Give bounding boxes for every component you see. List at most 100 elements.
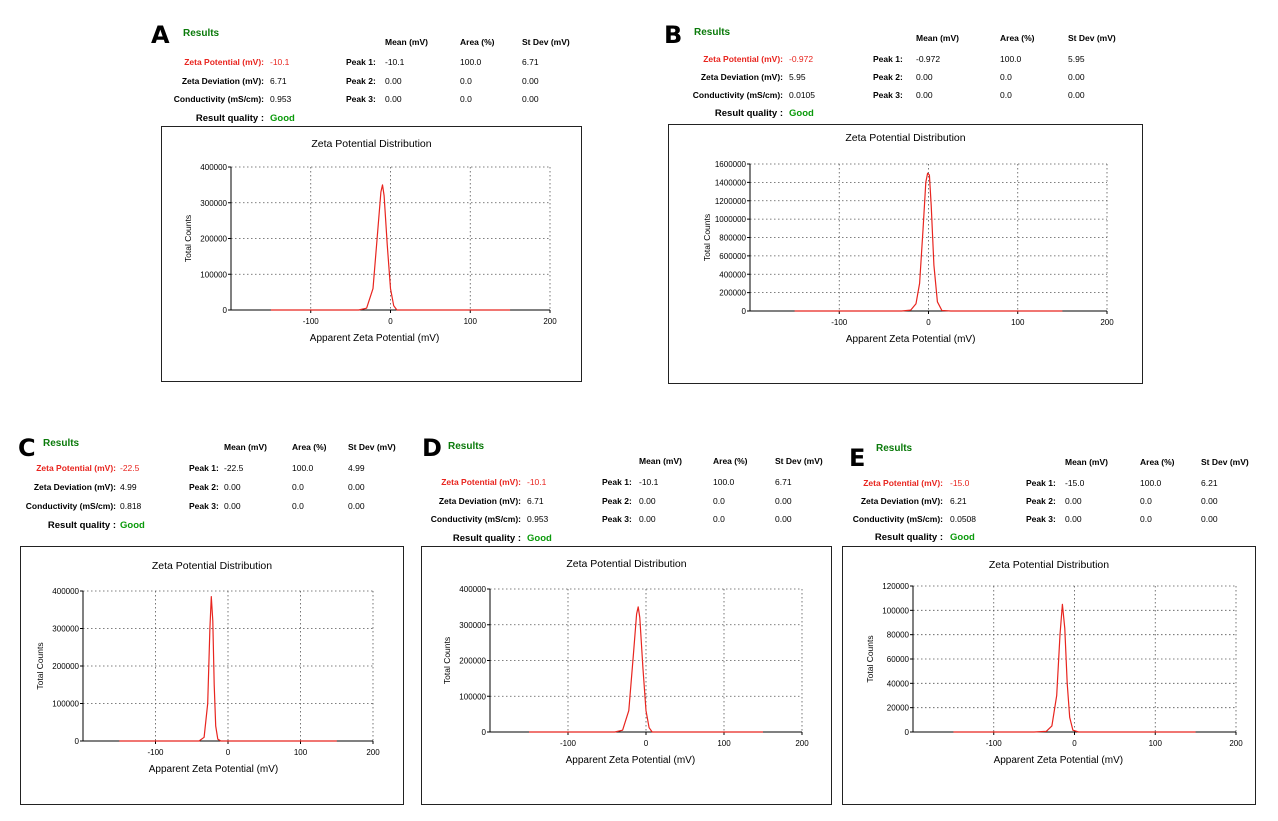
summary-row: Zeta Deviation (mV): <box>0 72 783 84</box>
peak-label: Peak 3: <box>346 94 376 104</box>
peak-header: Mean (mV) <box>916 33 959 43</box>
summary-label: Result quality : <box>874 532 943 543</box>
summary-value: -0.972 <box>789 54 814 64</box>
peak-label: Peak 1: <box>346 57 376 67</box>
summary-row: Conductivity (mS/cm): <box>0 514 521 526</box>
y-tick-label: 100000 <box>52 700 79 709</box>
summary-label: Zeta Deviation (mV): <box>181 75 264 86</box>
y-tick-label: 400000 <box>200 163 227 172</box>
peak-label: Peak 1: <box>602 477 632 487</box>
summary-row: Result quality : <box>0 108 783 120</box>
x-tick-label: 0 <box>926 318 931 327</box>
zeta-chart: Zeta Potential Distribution -100 0 100 200 0 2… <box>668 124 1143 384</box>
y-tick-label: 800000 <box>719 234 746 243</box>
peak-stdev: 6.71 <box>775 477 792 487</box>
chart-svg: Zeta Potential Distribution -100 0 100 200 0 2… <box>865 559 1243 766</box>
zeta-chart: Zeta Potential Distribution -100 0 100 200 0 2… <box>842 546 1256 805</box>
y-tick-label: 60000 <box>887 655 910 664</box>
peak-label: Peak 1: <box>189 463 219 473</box>
summary-row: Zeta Deviation (mV): <box>0 482 116 494</box>
panel-letter: C <box>18 434 36 462</box>
summary-row: Zeta Potential (mV): <box>0 463 116 475</box>
summary-value: 4.99 <box>120 482 137 492</box>
summary-label: Zeta Potential (mV): <box>863 478 943 488</box>
summary-value: 0.953 <box>527 514 549 524</box>
results-title: Results <box>448 441 485 452</box>
peak-mean: -0.972 <box>916 54 941 64</box>
peak-header: Mean (mV) <box>224 442 267 452</box>
peak-stdev: 0.00 <box>522 94 539 104</box>
results-title: Results <box>43 438 80 449</box>
peak-mean: 0.00 <box>639 495 656 506</box>
summary-row: Result quality : <box>0 532 943 544</box>
peak-area: 0.0 <box>460 94 472 104</box>
peak-mean: 0.00 <box>224 482 241 492</box>
y-tick-label: 100000 <box>459 692 486 701</box>
peak-mean: 0.00 <box>385 75 402 86</box>
summary-value: -10.1 <box>527 477 547 487</box>
y-axis-label: Total Counts <box>35 642 45 689</box>
peak-header: Mean (mV) <box>1065 457 1108 467</box>
summary-label: Zeta Potential (mV): <box>441 477 521 487</box>
peak-mean: -15.0 <box>1065 478 1085 488</box>
peak-area: 0.0 <box>460 75 472 86</box>
peak-stdev: 6.71 <box>522 57 539 67</box>
summary-label: Conductivity (mS/cm): <box>25 501 116 511</box>
chart-svg: Zeta Potential Distribution -100 0 100 200 0 1… <box>183 138 557 344</box>
y-tick-label: 300000 <box>200 199 227 208</box>
summary-value: -15.0 <box>950 478 970 488</box>
summary-label: Zeta Deviation (mV): <box>33 482 116 492</box>
x-tick-label: -100 <box>303 317 320 326</box>
panel-letter: D <box>422 434 442 462</box>
peak-label: Peak 1: <box>873 54 903 64</box>
peak-header: St Dev (mV) <box>522 37 570 47</box>
panel-letter: B <box>664 21 683 49</box>
y-tick-label: 100000 <box>200 270 227 279</box>
distribution-line <box>953 603 1196 733</box>
x-tick-label: 200 <box>1100 318 1114 327</box>
peak-header: Area (%) <box>1000 33 1035 43</box>
x-axis-label: Apparent Zeta Potential (mV) <box>566 755 696 766</box>
y-tick-label: 1200000 <box>715 197 747 206</box>
peak-header: Mean (mV) <box>385 37 428 47</box>
peak-stdev: 0.00 <box>1201 496 1218 506</box>
y-tick-label: 200000 <box>200 235 227 244</box>
peak-area: 0.0 <box>292 482 304 492</box>
summary-row: Conductivity (mS/cm): <box>0 90 783 102</box>
x-tick-label: 100 <box>717 739 731 748</box>
chart-svg: Zeta Potential Distribution -100 0 100 200 0 1… <box>442 558 809 766</box>
peak-header: St Dev (mV) <box>1068 33 1116 43</box>
x-axis-label: Apparent Zeta Potential (mV) <box>846 334 976 345</box>
peak-label: Peak 2: <box>602 495 632 506</box>
y-tick-label: 600000 <box>719 252 746 261</box>
peak-area: 100.0 <box>460 57 482 67</box>
x-axis-label: Apparent Zeta Potential (mV) <box>149 764 279 775</box>
y-tick-label: 100000 <box>882 606 909 615</box>
y-tick-label: 1400000 <box>715 178 747 187</box>
summary-label: Conductivity (mS/cm): <box>852 514 943 524</box>
chart-title: Zeta Potential Distribution <box>152 560 272 572</box>
summary-value: -10.1 <box>270 57 290 67</box>
x-tick-label: -100 <box>831 318 848 327</box>
y-tick-label: 0 <box>482 728 487 737</box>
peak-stdev: 0.00 <box>348 501 365 511</box>
x-tick-label: 0 <box>388 317 393 326</box>
peak-stdev: 4.99 <box>348 463 365 473</box>
peak-stdev: 0.00 <box>522 75 539 86</box>
peak-stdev: 0.00 <box>1068 72 1085 82</box>
summary-row: Zeta Deviation (mV): <box>0 496 943 508</box>
peak-header: Mean (mV) <box>639 456 682 466</box>
summary-label: Zeta Potential (mV): <box>184 57 264 67</box>
y-tick-label: 1600000 <box>715 160 747 169</box>
x-tick-label: 100 <box>1149 739 1163 748</box>
summary-row: Result quality : <box>0 533 521 545</box>
summary-value: -22.5 <box>120 463 140 473</box>
y-tick-label: 400000 <box>719 270 746 279</box>
summary-label: Conductivity (mS/cm): <box>430 514 521 524</box>
summary-value: 6.71 <box>270 75 287 86</box>
peak-mean: -10.1 <box>639 477 659 487</box>
results-title: Results <box>694 27 731 38</box>
x-tick-label: 0 <box>1072 739 1077 748</box>
zeta-chart: Zeta Potential Distribution -100 0 100 200 0 1… <box>161 126 582 382</box>
peak-label: Peak 3: <box>1026 514 1056 524</box>
